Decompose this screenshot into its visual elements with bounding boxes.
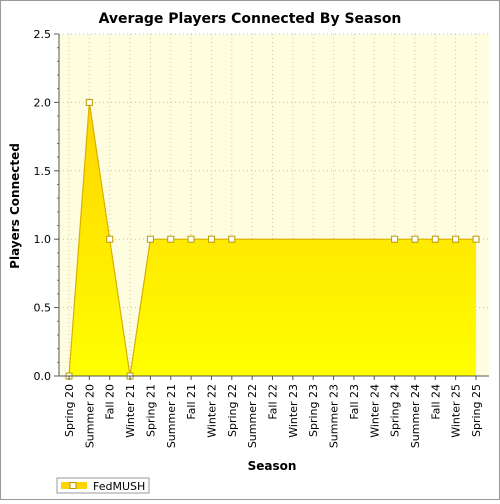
x-tick-label: Spring 23: [307, 384, 320, 437]
y-tick-label: 0.0: [34, 370, 52, 383]
x-tick-label: Spring 25: [470, 384, 483, 437]
x-tick-label: Fall 21: [185, 384, 198, 420]
data-point: [85, 98, 93, 106]
x-tick-label: Winter 25: [450, 384, 463, 438]
data-point: [106, 235, 114, 243]
data-point: [431, 235, 439, 243]
x-tick-label: Fall 20: [104, 384, 117, 420]
y-tick-label: 2.0: [34, 96, 52, 109]
x-tick-label: Spring 20: [63, 384, 76, 437]
x-axis-label: Season: [248, 459, 297, 473]
data-point: [207, 235, 215, 243]
data-point: [472, 235, 480, 243]
x-tick-label: Winter 23: [287, 384, 300, 438]
y-tick-label: 1.5: [34, 165, 52, 178]
data-point: [391, 235, 399, 243]
area-line: [68, 102, 476, 377]
legend-box: [56, 477, 150, 494]
data-point: [146, 235, 154, 243]
x-tick-label: Summer 20: [83, 384, 96, 448]
y-axis-label: Players Connected: [8, 143, 22, 269]
y-tick-label: 0.5: [34, 302, 52, 315]
chart-title: Average Players Connected By Season: [99, 11, 402, 27]
x-tick-label: Winter 24: [368, 384, 381, 438]
data-point: [167, 235, 175, 243]
x-tick-label: Winter 22: [205, 384, 218, 438]
x-tick-label: Summer 21: [165, 384, 178, 448]
legend: FedMUSH: [56, 477, 150, 494]
data-point: [452, 235, 460, 243]
y-tick-label: 2.5: [34, 28, 52, 41]
legend-series-name: FedMUSH: [93, 480, 145, 493]
area-series: [68, 102, 476, 377]
x-tick-label: Summer 24: [409, 384, 422, 448]
axes: 0.0 0.5 1.0 1.5 2.0 2.5 Spring 20 Summer 20 Fall…: [34, 28, 489, 448]
data-point: [187, 235, 195, 243]
y-tick-label: 1.0: [34, 233, 52, 246]
x-tick-label: Spring 22: [226, 384, 239, 437]
x-tick-label: Winter 21: [124, 384, 137, 438]
data-point: [411, 235, 419, 243]
x-tick-label: Fall 23: [348, 384, 361, 420]
x-tick-label: Fall 24: [429, 384, 442, 420]
data-point: [228, 235, 236, 243]
x-tick-label: Summer 23: [328, 384, 341, 448]
x-tick-label: Spring 24: [389, 384, 402, 437]
x-tick-label: Spring 21: [144, 384, 157, 437]
legend-marker: [69, 482, 77, 489]
x-tick-label: Summer 22: [246, 384, 259, 448]
x-tick-label: Fall 22: [267, 384, 280, 420]
